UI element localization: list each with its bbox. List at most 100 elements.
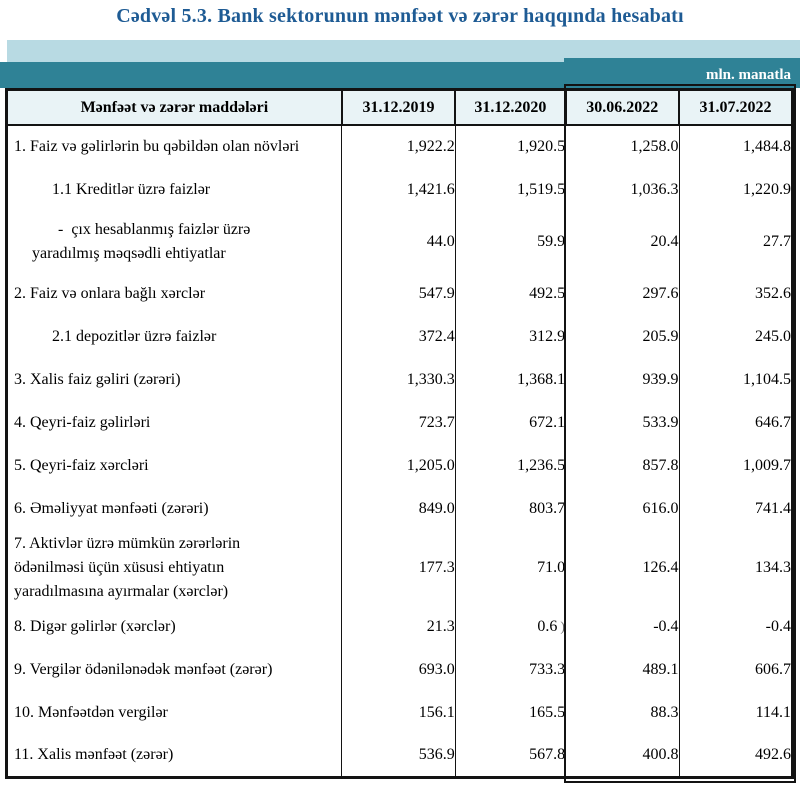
row-label: 2.1 depozitlər üzrə faizlər (5, 315, 343, 358)
cell-value: 536.9 (341, 734, 456, 777)
table-row: 2. Faiz və onlara bağlı xərclər 547.9 492.… (5, 272, 794, 315)
cell-value: 1,920.5 (454, 125, 567, 168)
row-label-line: 1. Faiz və gəlirlərin bu qəbildən olan n… (14, 138, 300, 156)
row-label: 10. Mənfəətdən vergilər (5, 691, 343, 734)
cell-value: 245.0 (678, 315, 794, 358)
header-cell-date-jul2022: 31.07.2022 (678, 88, 794, 126)
cell-value: 21.3 (341, 605, 456, 648)
scan-artifact: ) (560, 619, 566, 635)
row-label-line: 8. Digər gəlirlər (xərclər) (14, 617, 176, 635)
cell-value: 646.7 (678, 401, 794, 444)
cell-value: 606.7 (678, 648, 794, 691)
cell-value: -0.4 (565, 605, 680, 648)
cell-value: 165.5 (454, 691, 567, 734)
table-row: 5. Qeyri-faiz xərcləri 1,205.0 1,236.5 857.… (5, 444, 794, 487)
cell-value: 1,922.2 (341, 125, 456, 168)
table-row: 2.1 depozitlər üzrə faizlər 372.4 312.9 205… (5, 315, 794, 358)
cell-value: 1,484.8 (678, 125, 794, 168)
table-row: 10. Mənfəətdən vergilər 156.1 165.5 88.3 114… (5, 691, 794, 734)
table-row: 3. Xalis faiz gəliri (zərəri) 1,330.3 1,36… (5, 358, 794, 401)
cell-value: 156.1 (341, 691, 456, 734)
row-label-line: 6. Əməliyyat mənfəəti (zərəri) (14, 499, 209, 517)
cell-value: 693.0 (341, 648, 456, 691)
cell-value: 489.1 (565, 648, 680, 691)
cell-value: 1,421.6 (341, 168, 456, 211)
pnl-table-body: 1. Faiz və gəlirlərin bu qəbildən olan n… (5, 125, 794, 777)
cell-value: 492.5 (454, 272, 567, 315)
cell-value: 372.4 (341, 315, 456, 358)
cell-value: 492.6 (678, 734, 794, 777)
cell-value: 352.6 (678, 272, 794, 315)
cell-value: 20.4 (565, 211, 680, 272)
row-label-line: 2.1 depozitlər üzrə faizlər (52, 327, 217, 345)
cell-value: 1,009.7 (678, 444, 794, 487)
table-row: 6. Əməliyyat mənfəəti (zərəri) 849.0 803.7… (5, 487, 794, 530)
row-label: 6. Əməliyyat mənfəəti (zərəri) (5, 487, 343, 530)
cell-value: 312.9 (454, 315, 567, 358)
row-label: 8. Digər gəlirlər (xərclər) (5, 605, 343, 648)
cell-value: 741.4 (678, 487, 794, 530)
row-label: 3. Xalis faiz gəliri (zərəri) (5, 358, 343, 401)
cell-value: 1,220.9 (678, 168, 794, 211)
cell-value: 44.0 (341, 211, 456, 272)
row-label: 1. Faiz və gəlirlərin bu qəbildən olan n… (5, 125, 343, 168)
cell-value: 71.0 (454, 530, 567, 605)
row-label-line: 5. Qeyri-faiz xərcləri (14, 456, 149, 474)
header-row: Mənfəət və zərər maddələri 31.12.2019 31… (5, 88, 794, 126)
row-label-line: 3. Xalis faiz gəliri (zərəri) (14, 370, 181, 388)
row-label-line: 2. Faiz və onlara bağlı xərclər (14, 284, 206, 302)
table-row: - çıx hesablanmış faizlər üzrə yaradılmış… (5, 211, 794, 272)
table-row: 11. Xalis mənfəət (zərər) 536.9 567.8 400.8… (5, 734, 794, 777)
row-label-line: yaradılmasına ayırmalar (xərclər) (14, 582, 229, 600)
cell-value: 297.6 (565, 272, 680, 315)
header-cell-items: Mənfəət və zərər maddələri (5, 88, 343, 126)
unit-label: mln. manatla (705, 67, 791, 83)
cell-value: 205.9 (565, 315, 680, 358)
row-label: 4. Qeyri-faiz gəlirləri (5, 401, 343, 444)
row-label: 7. Aktivlər üzrə mümkün zərərlərin ödənil… (5, 530, 343, 605)
table-row: 1. Faiz və gəlirlərin bu qəbildən olan n… (5, 125, 794, 168)
cell-value: 1,519.5 (454, 168, 567, 211)
cell-value: -0.4 (678, 605, 794, 648)
row-label-line: 9. Vergilər ödənilənədək mənfəət (zərər) (14, 660, 273, 678)
pnl-table: Mənfəət və zərər maddələri 31.12.2019 31… (5, 88, 794, 779)
row-label: 5. Qeyri-faiz xərcləri (5, 444, 343, 487)
cell-value: 400.8 (565, 734, 680, 777)
unit-band: mln. manatla (0, 62, 800, 88)
cell-value: 1,236.5 (454, 444, 567, 487)
row-label: - çıx hesablanmış faizlər üzrə yaradılmış… (5, 211, 343, 272)
header-cell-date-2019: 31.12.2019 (340, 88, 457, 126)
cell-value: 126.4 (565, 530, 680, 605)
cell-value: 1,205.0 (341, 444, 456, 487)
table-row: 4. Qeyri-faiz gəlirləri 723.7 672.1 533.9 64… (5, 401, 794, 444)
cell-value: 27.7 (678, 211, 794, 272)
cell-value: 1,330.3 (341, 358, 456, 401)
row-label: 1.1 Kreditlər üzrə faizlər (5, 168, 343, 211)
row-label-line: yaradılmış məqsədli ehtiyatlar (32, 244, 226, 262)
cell-value: 547.9 (341, 272, 456, 315)
row-label: 2. Faiz və onlara bağlı xərclər (5, 272, 343, 315)
page-title: Cədvəl 5.3. Bank sektorunun mənfəət və z… (116, 5, 684, 27)
table-row: 9. Vergilər ödənilənədək mənfəət (zərər)… (5, 648, 794, 691)
row-label-line: 10. Mənfəətdən vergilər (14, 703, 168, 721)
cell-value: 0.6) (454, 605, 567, 648)
cell-value: 803.7 (454, 487, 567, 530)
cell-value: 1,104.5 (678, 358, 794, 401)
decorative-band-light (7, 40, 800, 62)
cell-value: 1,036.3 (565, 168, 680, 211)
row-label: 9. Vergilər ödənilənədək mənfəət (zərər) (5, 648, 343, 691)
cell-value: 134.3 (678, 530, 794, 605)
cell-value: 1,258.0 (565, 125, 680, 168)
cell-value: 733.3 (454, 648, 567, 691)
cell-value: 616.0 (565, 487, 680, 530)
cell-value: 114.1 (678, 691, 794, 734)
header-cell-date-jun2022: 30.06.2022 (564, 88, 681, 126)
row-label-line: 1.1 Kreditlər üzrə faizlər (52, 180, 211, 198)
cell-value: 59.9 (454, 211, 567, 272)
header-cell-date-2020: 31.12.2020 (454, 88, 567, 126)
cell-value: 533.9 (565, 401, 680, 444)
cell-value: 849.0 (341, 487, 456, 530)
cell-value: 939.9 (565, 358, 680, 401)
cell-value: 723.7 (341, 401, 456, 444)
